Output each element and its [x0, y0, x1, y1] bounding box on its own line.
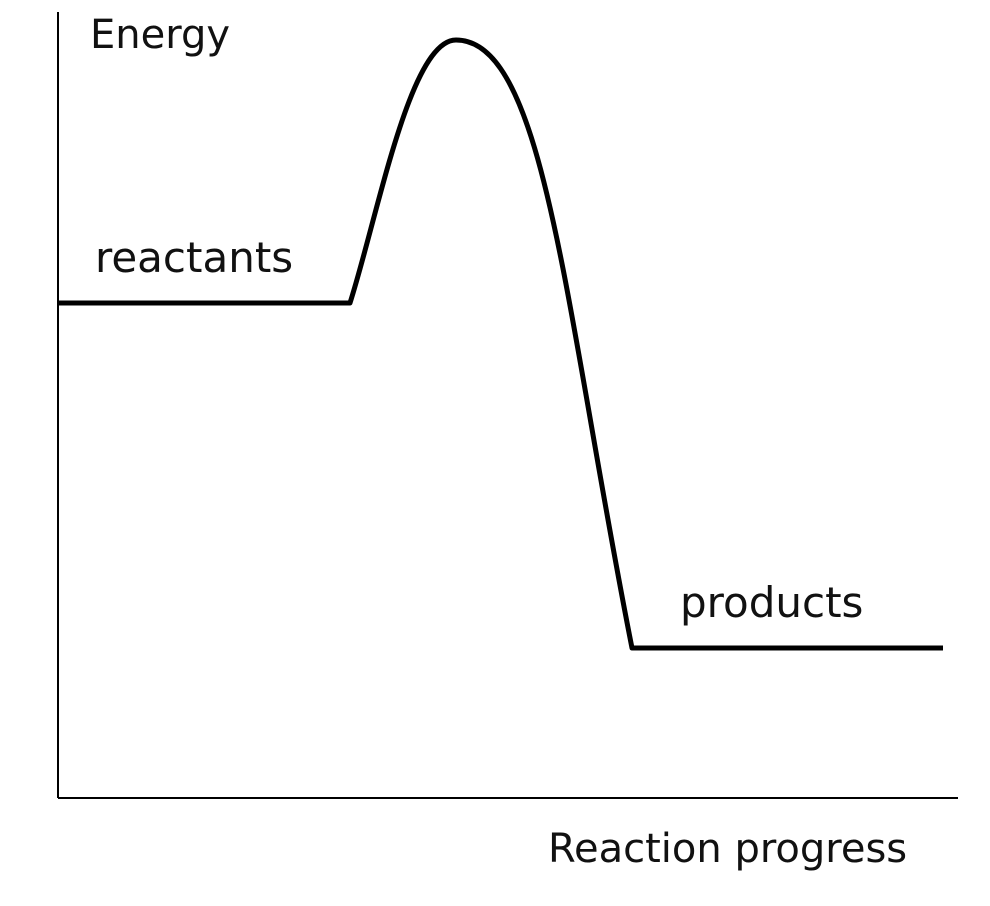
energy-profile-curve	[58, 37, 943, 651]
reactants-label: reactants	[95, 233, 293, 282]
y-axis-label: Energy	[90, 12, 230, 58]
x-axis-label: Reaction progress	[548, 826, 907, 872]
products-label: products	[680, 578, 863, 627]
